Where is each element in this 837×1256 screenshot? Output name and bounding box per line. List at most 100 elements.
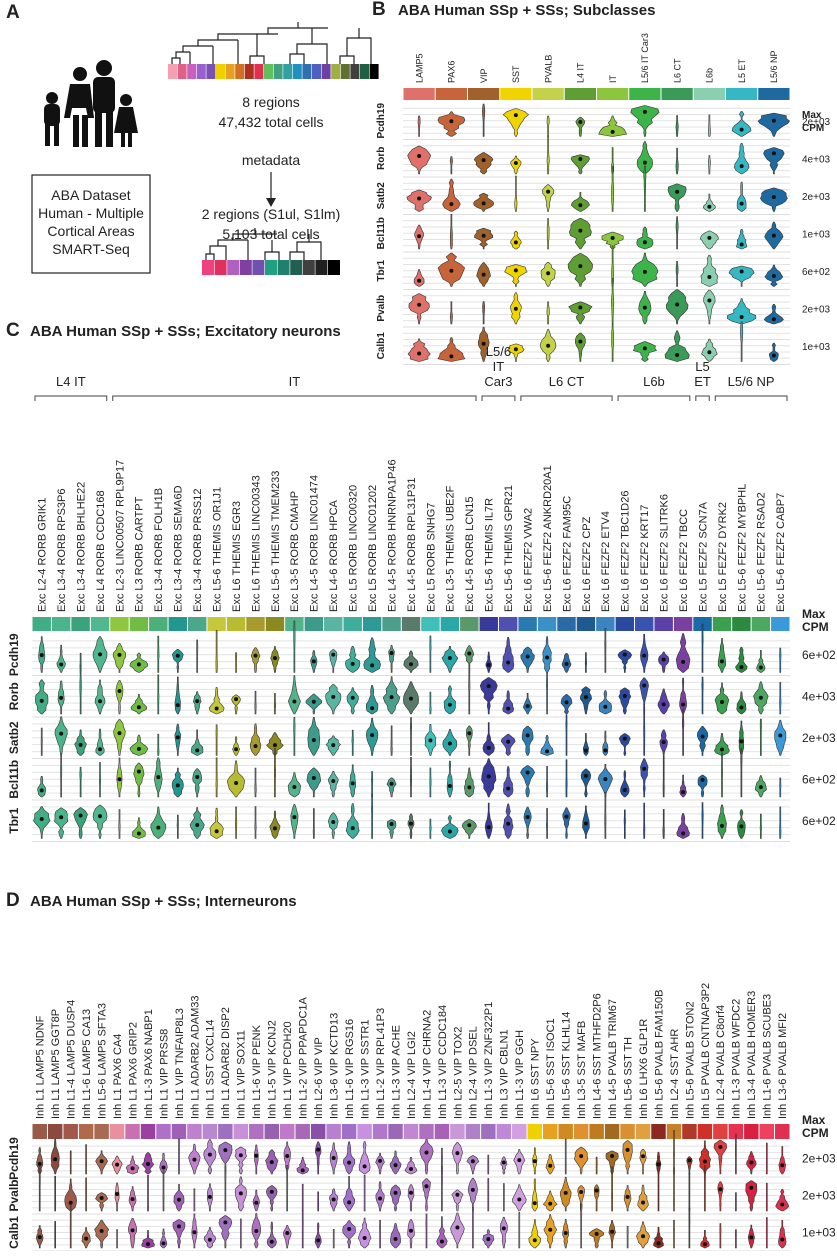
column-label: Inh L3-5 SST MAFB — [576, 1021, 588, 1119]
violin — [611, 324, 614, 362]
violin — [357, 1217, 372, 1249]
median-dot — [467, 731, 472, 736]
violin — [665, 289, 689, 325]
violin — [64, 1178, 77, 1212]
violin — [224, 1166, 227, 1212]
strip-cell — [290, 260, 303, 275]
color-bar — [63, 1124, 78, 1139]
violin — [643, 802, 646, 839]
median-dot — [417, 196, 422, 201]
median-dot — [161, 1241, 166, 1246]
column-label: Inh L2-4 VIP LGI2 — [406, 1031, 418, 1119]
violin — [760, 187, 788, 212]
violin — [768, 342, 779, 362]
violin — [74, 729, 87, 756]
violin — [499, 1216, 508, 1249]
median-dot — [195, 774, 200, 779]
max-header: CPM — [802, 620, 829, 634]
color-bar — [357, 1124, 372, 1139]
violin — [226, 760, 246, 798]
column-label: Inh L1 SST CXCL14 — [205, 1020, 217, 1119]
color-bar — [635, 1124, 651, 1139]
violin — [234, 806, 238, 839]
column-label: Exc L5-6 FEZF2 ANKRD20A1 — [542, 465, 554, 612]
median-dot — [285, 1153, 290, 1158]
column-label: Exc L3-4 RORB SEMA6D — [173, 485, 185, 612]
median-dot — [130, 1166, 135, 1171]
color-bar — [512, 1124, 527, 1139]
median-dot — [525, 654, 530, 659]
median-dot — [115, 1192, 120, 1197]
violin — [404, 1157, 418, 1175]
color-bar — [149, 617, 168, 631]
violin — [667, 183, 687, 212]
violin — [250, 647, 261, 673]
violin — [520, 646, 535, 673]
color-bar — [109, 1124, 125, 1139]
column-label: LAMP5 — [414, 53, 424, 83]
violin — [413, 269, 425, 287]
median-dot — [254, 1229, 259, 1234]
column-label: Inh L1-3 PVALB WFDC2 — [731, 999, 743, 1119]
violin — [287, 675, 301, 715]
column-label: Inh L1 PAX6 CA4 — [112, 1034, 124, 1119]
median-dot — [486, 662, 491, 667]
violin — [407, 1184, 415, 1212]
median-dot — [393, 1163, 398, 1168]
violin — [94, 679, 106, 715]
violin — [570, 192, 590, 212]
max-cpm: 6e+02 — [802, 648, 836, 662]
violin — [407, 338, 431, 362]
violin — [406, 189, 432, 212]
violin — [407, 145, 432, 175]
median-dot — [470, 1159, 475, 1164]
median-dot — [272, 656, 277, 661]
median-dot — [642, 305, 647, 310]
violin — [611, 1166, 614, 1212]
median-dot — [311, 699, 316, 704]
violin — [346, 687, 359, 715]
column-label: Exc L3-4 RORB FOLH1B — [153, 488, 165, 612]
median-dot — [447, 829, 452, 834]
violin — [636, 226, 654, 250]
median-dot — [439, 1239, 444, 1244]
violin — [696, 726, 709, 756]
column-label: Exc L6 FEZF2 TBCC — [678, 509, 690, 612]
violin — [436, 1216, 448, 1249]
median-dot — [749, 1160, 754, 1165]
color-bar — [280, 1124, 295, 1139]
median-dot — [331, 1197, 336, 1202]
violin — [707, 114, 711, 137]
median-dot — [564, 814, 569, 819]
column-label: Inh L4-6 SST MTHFD2P6 — [591, 993, 603, 1119]
violin — [345, 646, 361, 673]
color-bar — [403, 88, 435, 100]
median-dot — [548, 1227, 553, 1232]
violin — [673, 1130, 675, 1175]
violin — [719, 1223, 722, 1249]
group-label: L4 IT — [56, 374, 86, 389]
violin — [386, 777, 397, 798]
color-bar — [527, 1124, 542, 1139]
violin — [502, 766, 514, 798]
median-dot — [578, 157, 583, 162]
median-dot — [39, 653, 44, 658]
panel-title: ABA Human SSp + SSs; Subclasses — [398, 2, 655, 19]
median-dot — [130, 1228, 135, 1233]
gene-label: Calb1 — [376, 332, 387, 360]
column-label: Exc L3-4 RORB PRSS12 — [192, 489, 204, 613]
median-dot — [78, 813, 83, 818]
median-dot — [780, 1202, 785, 1207]
violin — [254, 806, 257, 839]
median-dot — [378, 1158, 383, 1163]
violin — [215, 757, 218, 798]
violin — [775, 1189, 790, 1212]
gene-label: Tbr1 — [7, 807, 21, 833]
violin — [502, 108, 529, 137]
violin — [545, 766, 549, 798]
median-dot — [583, 773, 588, 778]
color-bar — [249, 1124, 264, 1139]
median-dot — [603, 704, 608, 709]
gene-label: Pcdh19 — [376, 103, 387, 139]
violin — [636, 141, 654, 175]
